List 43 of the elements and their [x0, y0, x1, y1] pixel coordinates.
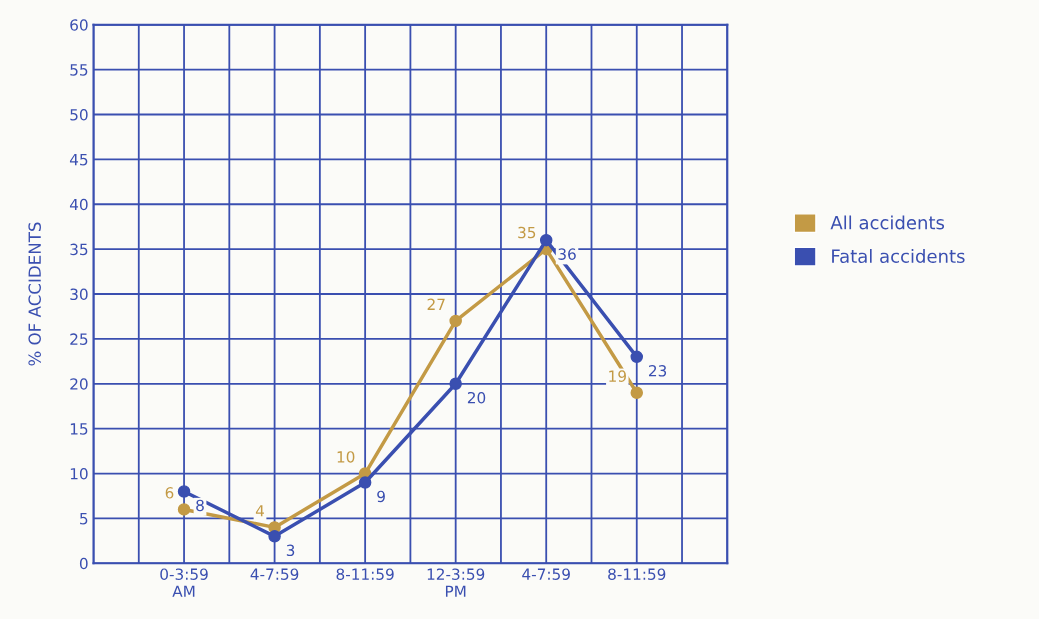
y-tick-label: 10 — [70, 468, 88, 480]
legend-label: Fatal accidents — [832, 249, 965, 263]
point — [358, 476, 372, 489]
point — [449, 377, 462, 391]
point — [177, 485, 191, 498]
point — [268, 530, 281, 543]
y-tick-label: 60 — [70, 19, 88, 31]
data-label: 35 — [518, 226, 536, 239]
y-tick-label: 15 — [70, 423, 88, 435]
y-tick-label: 5 — [80, 513, 88, 525]
data-label: 36 — [558, 248, 576, 260]
y-tick-label: 35 — [70, 243, 88, 256]
y-tick-label: 40 — [69, 198, 88, 211]
data-label: 27 — [427, 298, 445, 310]
point — [177, 503, 191, 516]
y-tick-label: 45 — [69, 154, 88, 166]
x-tick-label: 8-11:59 — [608, 568, 666, 580]
x-tick-label: 4-7:59 — [522, 568, 570, 580]
y-axis-title: % OF ACCIDENTS — [28, 222, 41, 366]
y-tick-label: 20 — [70, 378, 88, 390]
legend-label: All accidents — [830, 215, 945, 230]
x-tick-label: 4-7:59 — [250, 568, 299, 580]
data-label: 6 — [165, 487, 174, 499]
y-tick-label: 30 — [70, 288, 88, 301]
point — [630, 350, 644, 364]
x-tick-label: 8-11:59 — [336, 568, 394, 580]
data-label: 4 — [255, 505, 265, 517]
data-label: 23 — [648, 365, 667, 377]
data-label: 10 — [337, 451, 355, 463]
data-label: 8 — [196, 499, 204, 512]
data-label: 20 — [467, 391, 486, 404]
point — [449, 314, 462, 328]
point — [630, 386, 644, 400]
data-label: 9 — [377, 490, 385, 503]
y-tick-label: 25 — [70, 333, 88, 345]
y-tick-label: 50 — [70, 108, 88, 121]
data-label: 19 — [609, 370, 626, 382]
y-tick-label: 0 — [79, 557, 88, 570]
y-tick-label: 55 — [70, 64, 88, 76]
data-label: 3 — [286, 544, 295, 557]
x-tick-label: 0-3:59 AM — [160, 568, 208, 597]
x-tick-label: 12-3:59 PM — [427, 568, 485, 597]
point — [539, 233, 553, 247]
